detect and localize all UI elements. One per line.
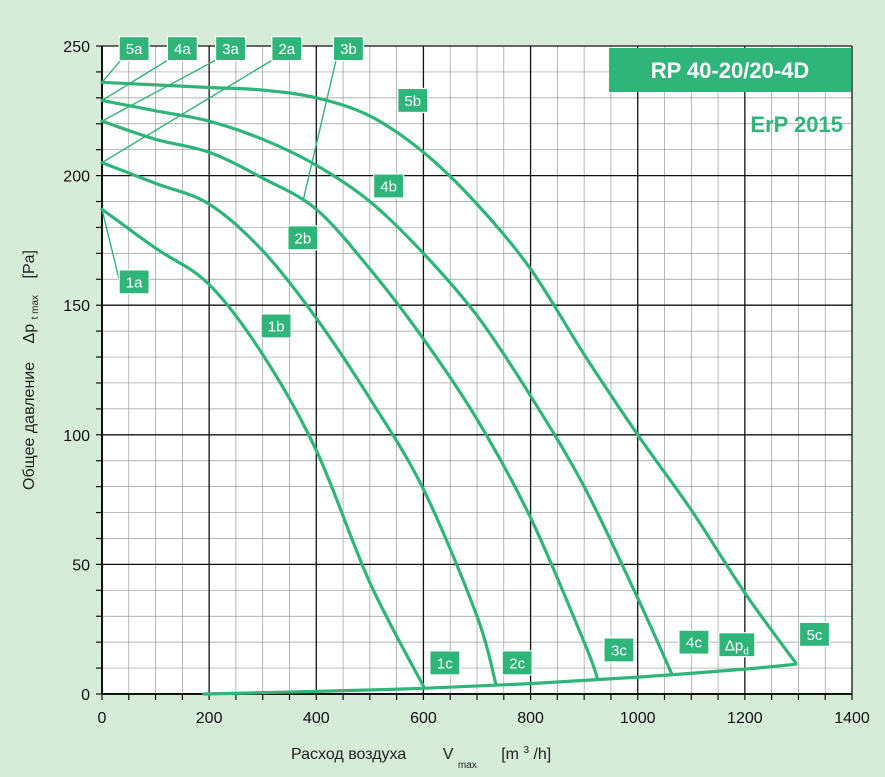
curve-label: 2b (287, 225, 319, 251)
curve-label-box (118, 35, 150, 62)
curve-label-box (678, 629, 710, 655)
x-tick-label: 400 (303, 710, 330, 727)
y-label-unit: [Pa] (21, 250, 38, 278)
x-tick-label: 600 (410, 710, 437, 727)
curve-label-text: 2a (278, 41, 295, 58)
x-label-unit-sup: 3 (523, 745, 529, 756)
curve-label: 2a (271, 35, 303, 62)
curve-label: 3b (332, 35, 365, 62)
title-box (609, 48, 851, 92)
x-axis-label: Расход воздуха V max [m 3 /h] (291, 740, 551, 772)
curve-label-text: 1c (437, 655, 453, 672)
curve-label-box (429, 650, 461, 676)
x-tick-label: 1000 (620, 710, 656, 727)
curve-label-box (260, 313, 292, 339)
y-label-main: Общее давление (21, 362, 38, 490)
curve-label-text: 4a (174, 41, 191, 58)
curve-label: 1c (429, 650, 461, 676)
curve-label-text: 2c (509, 655, 525, 672)
x-tick-label: 200 (196, 710, 223, 727)
x-tick-labels: 0 200 400 600 800 1000 1200 1400 (98, 710, 870, 727)
leader-line (302, 58, 338, 202)
curve-label-box (373, 173, 405, 199)
minor-grid (102, 46, 852, 694)
curve-label: Δpd (718, 632, 756, 658)
curve-5 (100, 80, 798, 665)
curve-label-box (501, 650, 533, 676)
curve-label-text: 1a (126, 274, 143, 291)
dp-d-label-sub: d (743, 646, 749, 657)
x-label-symbol: V (443, 746, 454, 763)
curve-label-box (798, 621, 831, 647)
y-tick-labels: 0 50 100 150 200 250 (63, 39, 90, 704)
y-label-sub: t max (30, 295, 41, 319)
curve-label-box (287, 225, 319, 251)
y-tick-label: 150 (63, 298, 90, 315)
curve-label-text: 2b (295, 230, 312, 247)
x-label-sub: max (458, 760, 477, 771)
curve-label-box (332, 35, 365, 62)
chart-title: RP 40-20/20-4D (651, 58, 810, 83)
curve-label: 5b (397, 87, 429, 114)
curve-label-box (603, 637, 635, 663)
y-tick-label: 200 (63, 169, 90, 186)
curve-label-box (214, 35, 247, 62)
y-tick-label: 0 (81, 687, 90, 704)
x-label-main: Расход воздуха (291, 746, 406, 763)
axis-ticks (96, 45, 853, 700)
fan-curves (100, 80, 798, 696)
y-label-symbol: Δp (21, 324, 38, 344)
curve-label: 3a (214, 35, 247, 62)
curve-label: 1a (118, 269, 150, 295)
curve-label-text: 5c (807, 627, 823, 644)
curve-label-box (166, 35, 198, 62)
curve-3 (100, 119, 600, 681)
curve-label-box (271, 35, 303, 62)
leader-line (101, 57, 219, 122)
curve-label-box (118, 269, 150, 295)
curve-label: 2c (501, 650, 533, 676)
x-tick-label: 800 (517, 710, 544, 727)
x-label-unit-end: /h] (533, 746, 551, 763)
y-axis-label: Общее давление Δp t max [Pa] (21, 250, 42, 490)
curve-4 (100, 98, 674, 675)
curve-label-text: 3c (611, 642, 627, 659)
curve-label-box (397, 87, 429, 114)
curve-label: 4c (678, 629, 710, 655)
curve-label-text: 3a (222, 41, 239, 58)
curve-label-text: 5b (404, 93, 421, 110)
y-tick-label: 250 (63, 39, 90, 56)
x-tick-label: 1200 (727, 710, 763, 727)
curve-label: 3c (603, 637, 635, 663)
curve-label-text: Δpd (725, 637, 749, 657)
curve-label-text: 1b (268, 318, 285, 335)
curve-1 (100, 207, 426, 688)
curve-label: 1b (260, 313, 292, 339)
dp-d-label-symbol: Δp (725, 637, 743, 654)
leader-line (101, 57, 171, 102)
curve-label: 5a (118, 35, 150, 62)
curve-dp-d (202, 662, 798, 696)
curve-2 (100, 161, 498, 686)
y-tick-label: 100 (63, 428, 90, 445)
x-tick-label: 0 (98, 710, 107, 727)
x-tick-label: 1400 (834, 710, 870, 727)
curve-label: 4a (166, 35, 198, 62)
curve-label-text: 4c (686, 635, 702, 652)
chart-subtitle: ErP 2015 (750, 112, 843, 137)
curve-label: 5c (798, 621, 831, 647)
svg-text:Общее давление Δp: Общее давление Δp t max [Pa] (21, 250, 42, 490)
leader-line (101, 57, 276, 164)
curve-label-box (718, 632, 756, 658)
curve-label: 4b (373, 173, 405, 199)
leader-line (101, 58, 123, 83)
x-label-unit: [m (501, 746, 519, 763)
curve-label-text: 3b (340, 41, 357, 58)
curve-label-text: 4b (380, 178, 397, 195)
curve-labels: 5a 4a 3a 2a 3b 5b 4b 2b 1a 1b 1c 2c 3c 4c 5c Δpd (118, 35, 831, 676)
curve-label-text: 5a (126, 41, 143, 58)
y-tick-label: 50 (72, 557, 90, 574)
